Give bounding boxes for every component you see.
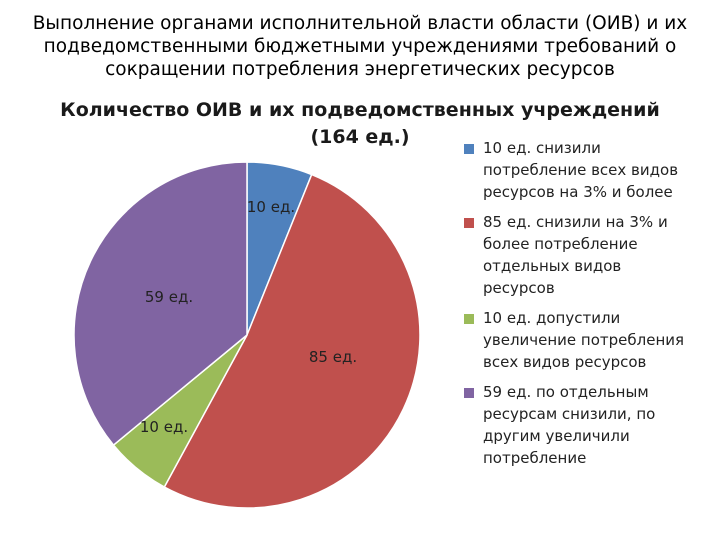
legend-text-line: 85 ед. снизили на 3% и — [483, 213, 668, 231]
legend-text-line: 59 ед. по отдельным — [483, 383, 649, 401]
slice-data-label: 10 ед. — [140, 418, 188, 436]
legend-text-line: более потребление — [483, 235, 638, 253]
slice-data-label: 85 ед. — [309, 348, 357, 366]
legend-text-line: другим увеличили — [483, 427, 630, 445]
legend-text-line: ресурсам снизили, по — [483, 405, 656, 423]
legend-swatch — [464, 388, 474, 398]
legend-text-line: 10 ед. допустили — [483, 309, 621, 327]
chart-legend: 10 ед. снизили потребление всех видов ресу… — [462, 137, 702, 477]
chart-title-line: (164 ед.) — [310, 126, 410, 148]
pie-slice-2 — [163, 173, 421, 509]
slice-data-label: 59 ед. — [145, 288, 193, 306]
slide-title: Выполнение органами исполнительной власт… — [20, 12, 700, 81]
legend-item: 59 ед. по отдельным ресурсам снизили, по д… — [462, 381, 702, 469]
slide-title-line: подведомственными бюджетными учреждениям… — [43, 36, 677, 57]
legend-item: 10 ед. снизили потребление всех видов ресу… — [462, 137, 702, 203]
legend-item: 10 ед. допустили увеличение потребления вс… — [462, 307, 702, 373]
legend-swatch — [464, 144, 474, 154]
chart-title-line: Количество ОИВ и их подведомственных учр… — [60, 99, 660, 121]
slice-data-label: 10 ед. — [247, 198, 295, 216]
legend-text-line: 10 ед. снизили — [483, 139, 601, 157]
legend-text-line: увеличение потребления — [483, 331, 685, 349]
legend-text-line: ресурсов — [483, 279, 555, 297]
chart-title: Количество ОИВ и их подведомственных учр… — [60, 97, 660, 151]
legend-text-line: ресурсов на 3% и более — [483, 183, 673, 201]
legend-text-line: потребление — [483, 449, 587, 467]
legend-text-line: отдельных видов — [483, 257, 622, 275]
pie-slice-4 — [73, 161, 248, 447]
legend-item: 85 ед. снизили на 3% и более потребление о… — [462, 211, 702, 299]
slide-title-line: Выполнение органами исполнительной власт… — [32, 13, 688, 34]
legend-text-line: потребление всех видов — [483, 161, 679, 179]
legend-swatch — [464, 218, 474, 228]
legend-swatch — [464, 314, 474, 324]
slide-title-line: сокращении потребления энергетических ре… — [105, 59, 615, 80]
legend-text-line: всех видов ресурсов — [483, 353, 647, 371]
